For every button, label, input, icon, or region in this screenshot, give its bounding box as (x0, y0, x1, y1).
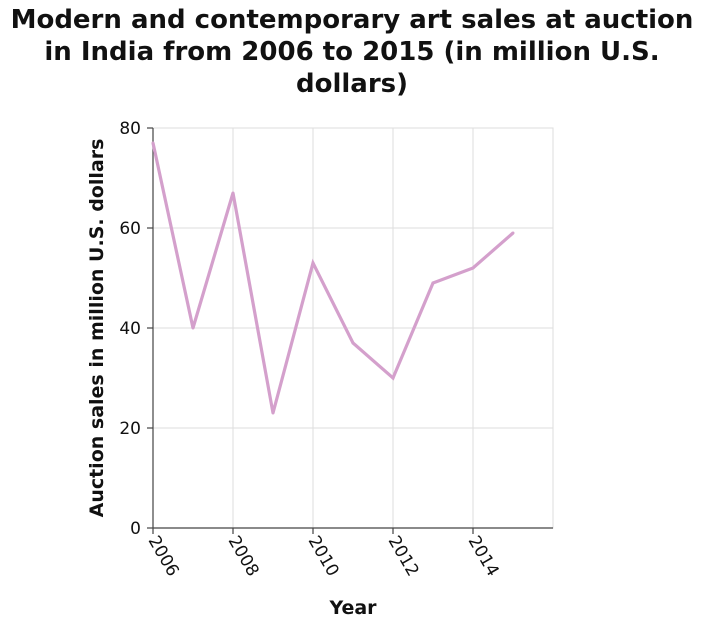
y-tick-label: 40 (119, 319, 141, 339)
data-point (152, 142, 155, 145)
x-axis-label: Year (328, 597, 377, 619)
series (152, 142, 515, 415)
data-point (432, 282, 435, 285)
x-tick-label: 2006 (144, 533, 183, 580)
axes: 0 20 40 60 80 2006 2008 2010 2012 2014 (119, 119, 553, 580)
x-tick-label: 2010 (304, 533, 343, 580)
y-axis-label: Auction sales in million U.S. dollars (86, 139, 108, 518)
gridlines (153, 128, 553, 528)
data-point (352, 342, 355, 345)
y-tick-label: 0 (130, 519, 141, 539)
data-point (272, 412, 275, 415)
y-tick-label: 20 (119, 419, 141, 439)
x-tick-label: 2008 (224, 533, 263, 580)
y-tick-label: 80 (119, 119, 141, 139)
y-tick-label: 60 (119, 219, 141, 239)
x-tick-label: 2012 (384, 533, 423, 580)
data-point (512, 232, 515, 235)
data-point (472, 267, 475, 270)
data-point (232, 192, 235, 195)
data-point (392, 377, 395, 380)
x-tick-label: 2014 (464, 533, 503, 580)
series-line (153, 143, 513, 413)
data-point (312, 262, 315, 265)
data-point (192, 327, 195, 330)
